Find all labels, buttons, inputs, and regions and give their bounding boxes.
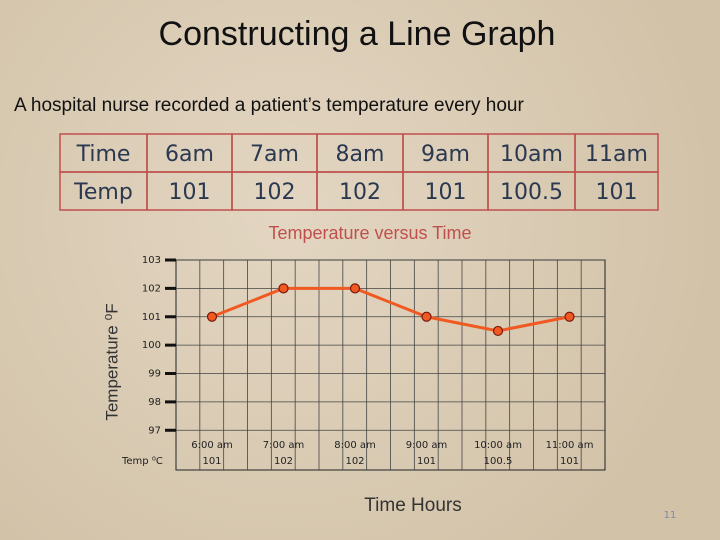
y-tick-label: 99 [148, 369, 161, 380]
data-point [278, 283, 289, 294]
table-text: 100.5 [500, 180, 563, 205]
y-tick-label: 100 [142, 340, 161, 351]
data-point [349, 283, 361, 294]
chart-title: Temperature versus Time [268, 223, 471, 243]
x-axis-label: Time Hours [364, 495, 461, 516]
x-tick-label: 7:00 am [263, 440, 305, 451]
data-point [492, 325, 504, 337]
line-chart: Temperature versus Time 97 98 99 100 101 102 10… [102, 223, 606, 516]
table-text: 11am [585, 142, 648, 167]
table-cell [574, 171, 659, 211]
x-tick-label: 11:00 am [546, 440, 594, 451]
data-label: 101 [417, 456, 436, 467]
table-text: 10am [500, 142, 563, 167]
y-tick-label: 97 [148, 425, 161, 436]
data-table: Time 6am 7am 8am 9am 10am 11am Temp 101 102 102 101… [59, 133, 659, 211]
data-line [211, 286, 570, 333]
table-text: 7am [250, 142, 299, 167]
table-text: 9am [421, 142, 470, 167]
table-text: 6am [165, 142, 214, 167]
x-tick-label: 6:00 am [191, 440, 233, 451]
slide-title: Constructing a Line Graph [159, 15, 556, 53]
data-label: 102 [274, 456, 293, 467]
subtitle: A hospital nurse recorded a patient’s te… [14, 95, 524, 116]
data-point [564, 311, 575, 322]
data-point [421, 311, 432, 322]
data-point [206, 311, 218, 322]
data-label: 102 [345, 456, 364, 467]
table-text: 101 [169, 180, 211, 205]
y-tick-label: 103 [142, 255, 161, 266]
data-label: 101 [202, 456, 221, 467]
table-text: 102 [339, 180, 381, 205]
row-label: Temp ⁰C [121, 456, 163, 467]
data-label: 101 [560, 456, 579, 467]
table-text: 101 [596, 180, 638, 205]
y-tick-label: 98 [148, 397, 161, 408]
page-number: 11 [664, 510, 677, 521]
table-text: 101 [425, 180, 467, 205]
x-tick-label: 9:00 am [406, 440, 448, 451]
y-axis-label: Temperature ⁰F [102, 303, 121, 420]
table-text: 102 [254, 180, 296, 205]
table-text: Temp [73, 180, 133, 205]
x-tick-label: 8:00 am [334, 440, 376, 451]
data-label: 100.5 [484, 456, 513, 467]
table-text: 8am [336, 142, 385, 167]
table-text: Time [76, 142, 131, 167]
x-tick-label: 10:00 am [474, 440, 522, 451]
y-tick-label: 102 [142, 283, 161, 294]
y-tick-label: 101 [142, 312, 161, 323]
